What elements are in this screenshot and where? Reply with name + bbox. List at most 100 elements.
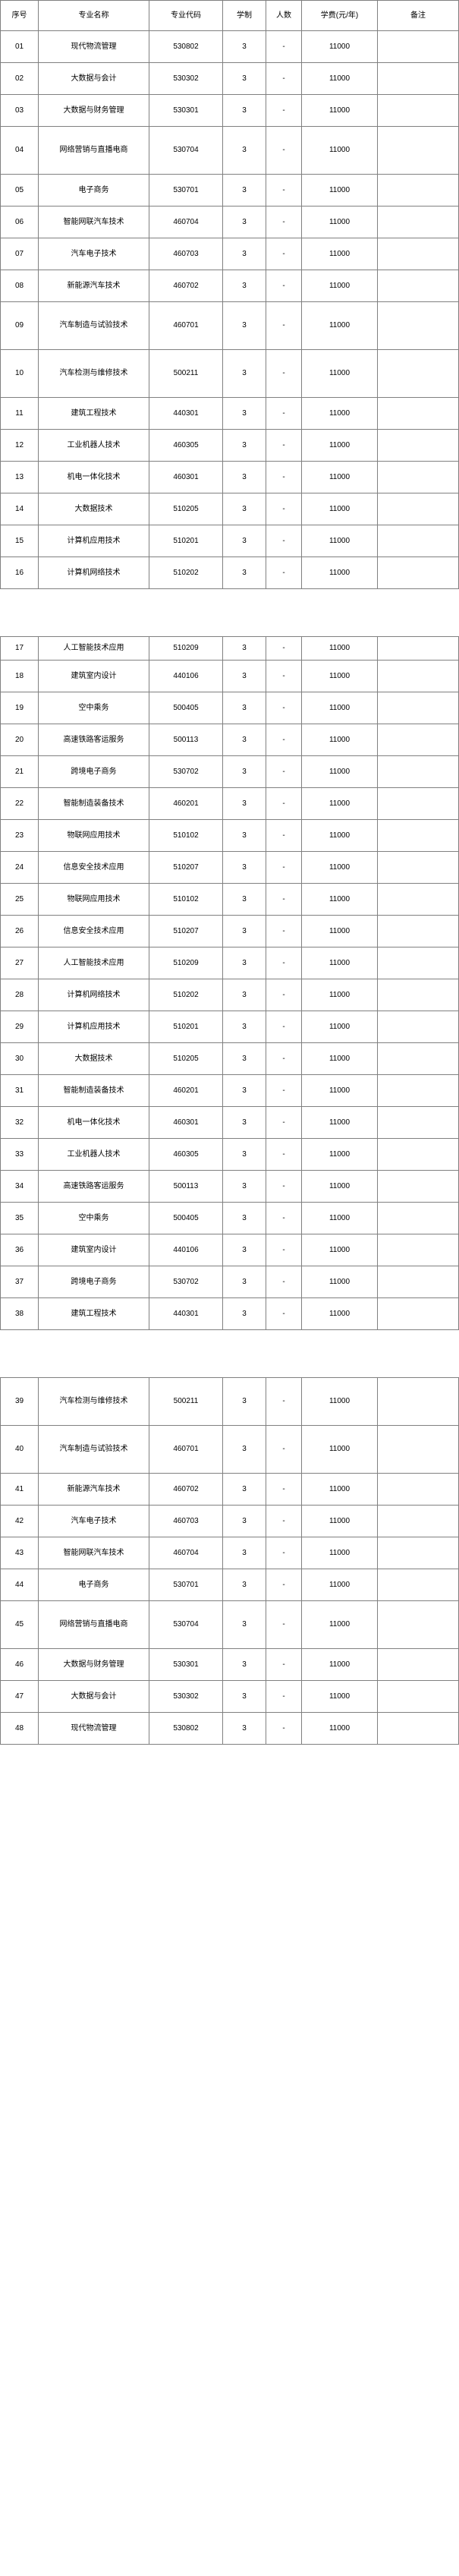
- cell-seq: 29: [0, 1011, 39, 1043]
- column-header-num: 人数: [266, 0, 302, 31]
- cell-name: 汽车检测与维修技术: [38, 1377, 149, 1426]
- cell-note: [377, 1138, 459, 1171]
- table-row: 27 人工智能技术应用 510209 3-11000: [0, 947, 459, 979]
- cell-code: 500113: [149, 1170, 223, 1203]
- cell-name: 建筑室内设计: [38, 1234, 149, 1266]
- cell-code: 460701: [149, 301, 223, 350]
- cell-len: 3: [222, 915, 266, 947]
- cell-seq: 47: [0, 1680, 39, 1713]
- cell-num: -: [266, 787, 302, 820]
- cell-note: [377, 270, 459, 302]
- cell-num: -: [266, 94, 302, 127]
- table-row: 44 电子商务 530701 3-11000: [0, 1569, 459, 1601]
- cell-len: 3: [222, 349, 266, 398]
- cell-note: [377, 947, 459, 979]
- cell-num: -: [266, 238, 302, 270]
- cell-note: [377, 30, 459, 63]
- cell-name: 机电一体化技术: [38, 461, 149, 493]
- cell-fee: 11000: [301, 1537, 378, 1569]
- cell-len: 3: [222, 1648, 266, 1681]
- cell-len: 3: [222, 1138, 266, 1171]
- cell-name: 大数据与财务管理: [38, 1648, 149, 1681]
- cell-note: [377, 660, 459, 692]
- cell-code: 510205: [149, 493, 223, 525]
- cell-note: [377, 1106, 459, 1139]
- cell-name: 高速铁路客运服务: [38, 1170, 149, 1203]
- cell-len: 3: [222, 979, 266, 1011]
- table-row: 15 计算机应用技术 510201 3-11000: [0, 525, 459, 557]
- cell-num: -: [266, 1425, 302, 1474]
- cell-len: 3: [222, 1234, 266, 1266]
- cell-fee: 11000: [301, 1680, 378, 1713]
- cell-seq: 27: [0, 947, 39, 979]
- table-row: 23 物联网应用技术 510102 3-11000: [0, 819, 459, 852]
- cell-note: [377, 126, 459, 175]
- cell-len: 3: [222, 525, 266, 557]
- cell-fee: 11000: [301, 636, 378, 661]
- cell-fee: 11000: [301, 1648, 378, 1681]
- cell-seq: 25: [0, 883, 39, 916]
- cell-num: -: [266, 525, 302, 557]
- table-row: 01 现代物流管理 530802 3-11000: [0, 30, 459, 63]
- cell-note: [377, 1648, 459, 1681]
- cell-code: 510102: [149, 819, 223, 852]
- cell-code: 440106: [149, 660, 223, 692]
- cell-num: -: [266, 947, 302, 979]
- table-row: 36 建筑室内设计 440106 3-11000: [0, 1234, 459, 1266]
- cell-name: 建筑室内设计: [38, 660, 149, 692]
- column-header-fee: 学费(元/年): [301, 0, 378, 31]
- cell-seq: 14: [0, 493, 39, 525]
- cell-num: -: [266, 692, 302, 724]
- cell-note: [377, 787, 459, 820]
- cell-len: 3: [222, 1074, 266, 1107]
- cell-fee: 11000: [301, 660, 378, 692]
- cell-code: 530701: [149, 174, 223, 207]
- cell-seq: 31: [0, 1074, 39, 1107]
- cell-fee: 11000: [301, 1202, 378, 1234]
- cell-num: -: [266, 270, 302, 302]
- cell-fee: 11000: [301, 883, 378, 916]
- cell-note: [377, 1011, 459, 1043]
- cell-name: 计算机网络技术: [38, 557, 149, 589]
- cell-name: 大数据与会计: [38, 1680, 149, 1713]
- cell-code: 530701: [149, 1569, 223, 1601]
- cell-name: 网络营销与直播电商: [38, 126, 149, 175]
- cell-len: 3: [222, 636, 266, 661]
- cell-fee: 11000: [301, 1297, 378, 1330]
- cell-code: 530802: [149, 30, 223, 63]
- cell-code: 530704: [149, 126, 223, 175]
- cell-seq: 06: [0, 206, 39, 238]
- cell-num: -: [266, 979, 302, 1011]
- table-row: 12 工业机器人技术 460305 3-11000: [0, 429, 459, 462]
- cell-code: 460704: [149, 1537, 223, 1569]
- cell-len: 3: [222, 557, 266, 589]
- cell-num: -: [266, 1473, 302, 1506]
- cell-name: 计算机网络技术: [38, 979, 149, 1011]
- cell-code: 460301: [149, 1106, 223, 1139]
- cell-note: [377, 1600, 459, 1649]
- cell-name: 物联网应用技术: [38, 819, 149, 852]
- cell-seq: 13: [0, 461, 39, 493]
- cell-seq: 05: [0, 174, 39, 207]
- cell-name: 电子商务: [38, 174, 149, 207]
- cell-num: -: [266, 461, 302, 493]
- table-row: 24 信息安全技术应用 510207 3-11000: [0, 851, 459, 884]
- cell-seq: 21: [0, 755, 39, 788]
- cell-code: 460701: [149, 1425, 223, 1474]
- table-row: 06 智能网联汽车技术 460704 3-11000: [0, 206, 459, 238]
- cell-code: 440301: [149, 397, 223, 430]
- cell-seq: 41: [0, 1473, 39, 1506]
- cell-name: 信息安全技术应用: [38, 915, 149, 947]
- cell-fee: 11000: [301, 819, 378, 852]
- cell-seq: 08: [0, 270, 39, 302]
- cell-code: 510202: [149, 979, 223, 1011]
- cell-fee: 11000: [301, 979, 378, 1011]
- cell-seq: 24: [0, 851, 39, 884]
- cell-len: 3: [222, 1537, 266, 1569]
- cell-note: [377, 819, 459, 852]
- table-row: 30 大数据技术 510205 3-11000: [0, 1042, 459, 1075]
- major-table: 序号 专业名称 专业代码 学制 人数 学费(元/年) 备注 01 现代物流管理 530802 3-1…: [0, 0, 459, 589]
- cell-len: 3: [222, 62, 266, 95]
- cell-seq: 32: [0, 1106, 39, 1139]
- cell-code: 460201: [149, 787, 223, 820]
